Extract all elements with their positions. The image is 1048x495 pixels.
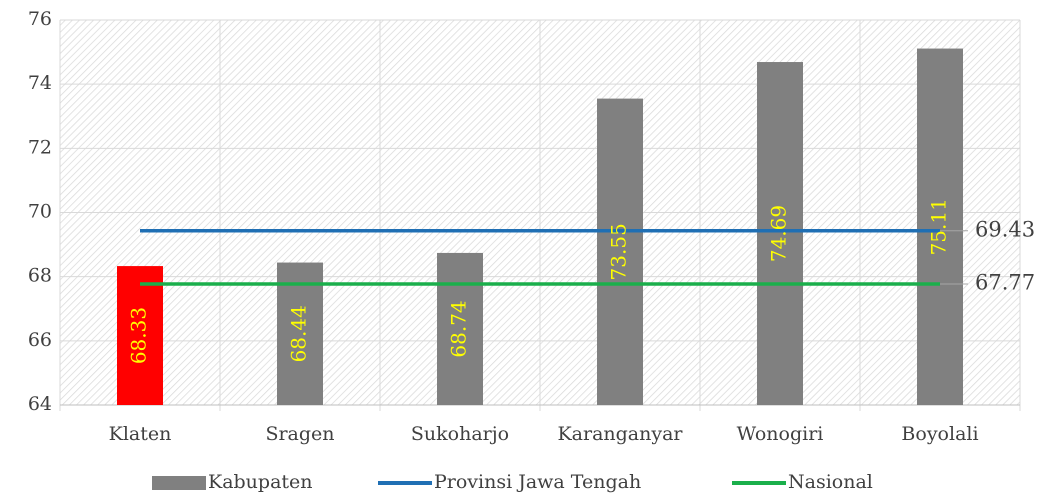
y-tick-label: 74 bbox=[28, 72, 52, 94]
bar bbox=[117, 266, 163, 405]
bar bbox=[917, 48, 963, 405]
y-tick-label: 66 bbox=[28, 329, 52, 351]
x-tick-label: Sragen bbox=[265, 423, 334, 445]
bar bbox=[757, 62, 803, 405]
data-label: 68.33 bbox=[127, 307, 151, 364]
bar bbox=[437, 252, 483, 405]
x-tick-label: Sukoharjo bbox=[411, 423, 509, 445]
legend-swatch bbox=[152, 476, 206, 490]
data-label: 74.69 bbox=[767, 205, 791, 262]
line-label: 67.77 bbox=[975, 271, 1035, 295]
y-tick-label: 68 bbox=[28, 265, 52, 287]
bar bbox=[597, 98, 643, 406]
y-tick-label: 64 bbox=[28, 393, 52, 415]
x-tick-label: Boyolali bbox=[901, 423, 978, 445]
y-tick-label: 76 bbox=[28, 8, 52, 30]
data-label: 75.11 bbox=[927, 198, 951, 255]
x-tick-label: Wonogiri bbox=[737, 423, 824, 445]
legend-label: Provinsi Jawa Tengah bbox=[434, 471, 641, 493]
data-label: 68.74 bbox=[447, 300, 471, 357]
bar bbox=[277, 262, 323, 405]
legend-label: Kabupaten bbox=[208, 471, 313, 493]
line-label: 69.43 bbox=[975, 217, 1035, 241]
x-tick-label: Klaten bbox=[109, 423, 172, 445]
legend-label: Nasional bbox=[788, 471, 873, 493]
data-label: 68.44 bbox=[287, 305, 311, 362]
y-tick-label: 72 bbox=[28, 136, 52, 158]
data-label: 73.55 bbox=[607, 223, 631, 280]
y-tick-label: 70 bbox=[28, 201, 52, 223]
x-tick-label: Karanganyar bbox=[557, 423, 683, 445]
